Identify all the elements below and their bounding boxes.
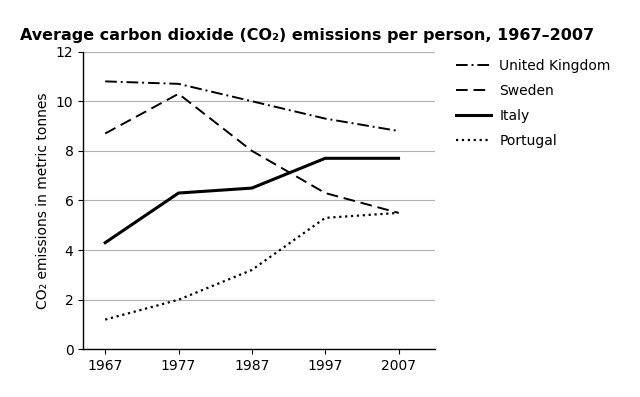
- United Kingdom: [175, 81, 182, 86]
- Line: Italy: Italy: [105, 158, 399, 243]
- Y-axis label: CO₂ emissions in metric tonnes: CO₂ emissions in metric tonnes: [36, 92, 51, 309]
- Line: United Kingdom: United Kingdom: [105, 81, 399, 131]
- Sweden: [101, 131, 109, 136]
- United Kingdom: [395, 129, 403, 133]
- Italy: [101, 240, 109, 245]
- Sweden: [321, 191, 329, 195]
- Line: Portugal: Portugal: [105, 213, 399, 320]
- Sweden: [248, 148, 256, 153]
- United Kingdom: [248, 99, 256, 104]
- Text: Average carbon dioxide (CO₂) emissions per person, 1967–2007: Average carbon dioxide (CO₂) emissions p…: [20, 29, 594, 44]
- United Kingdom: [321, 116, 329, 121]
- Legend: United Kingdom, Sweden, Italy, Portugal: United Kingdom, Sweden, Italy, Portugal: [456, 58, 611, 148]
- Sweden: [395, 210, 403, 215]
- Portugal: [175, 297, 182, 302]
- Portugal: [321, 216, 329, 220]
- United Kingdom: [101, 79, 109, 84]
- Portugal: [248, 268, 256, 272]
- Italy: [321, 156, 329, 161]
- Italy: [175, 191, 182, 195]
- Italy: [395, 156, 403, 161]
- Italy: [248, 186, 256, 191]
- Sweden: [175, 91, 182, 96]
- Portugal: [395, 210, 403, 215]
- Line: Sweden: Sweden: [105, 94, 399, 213]
- Portugal: [101, 317, 109, 322]
